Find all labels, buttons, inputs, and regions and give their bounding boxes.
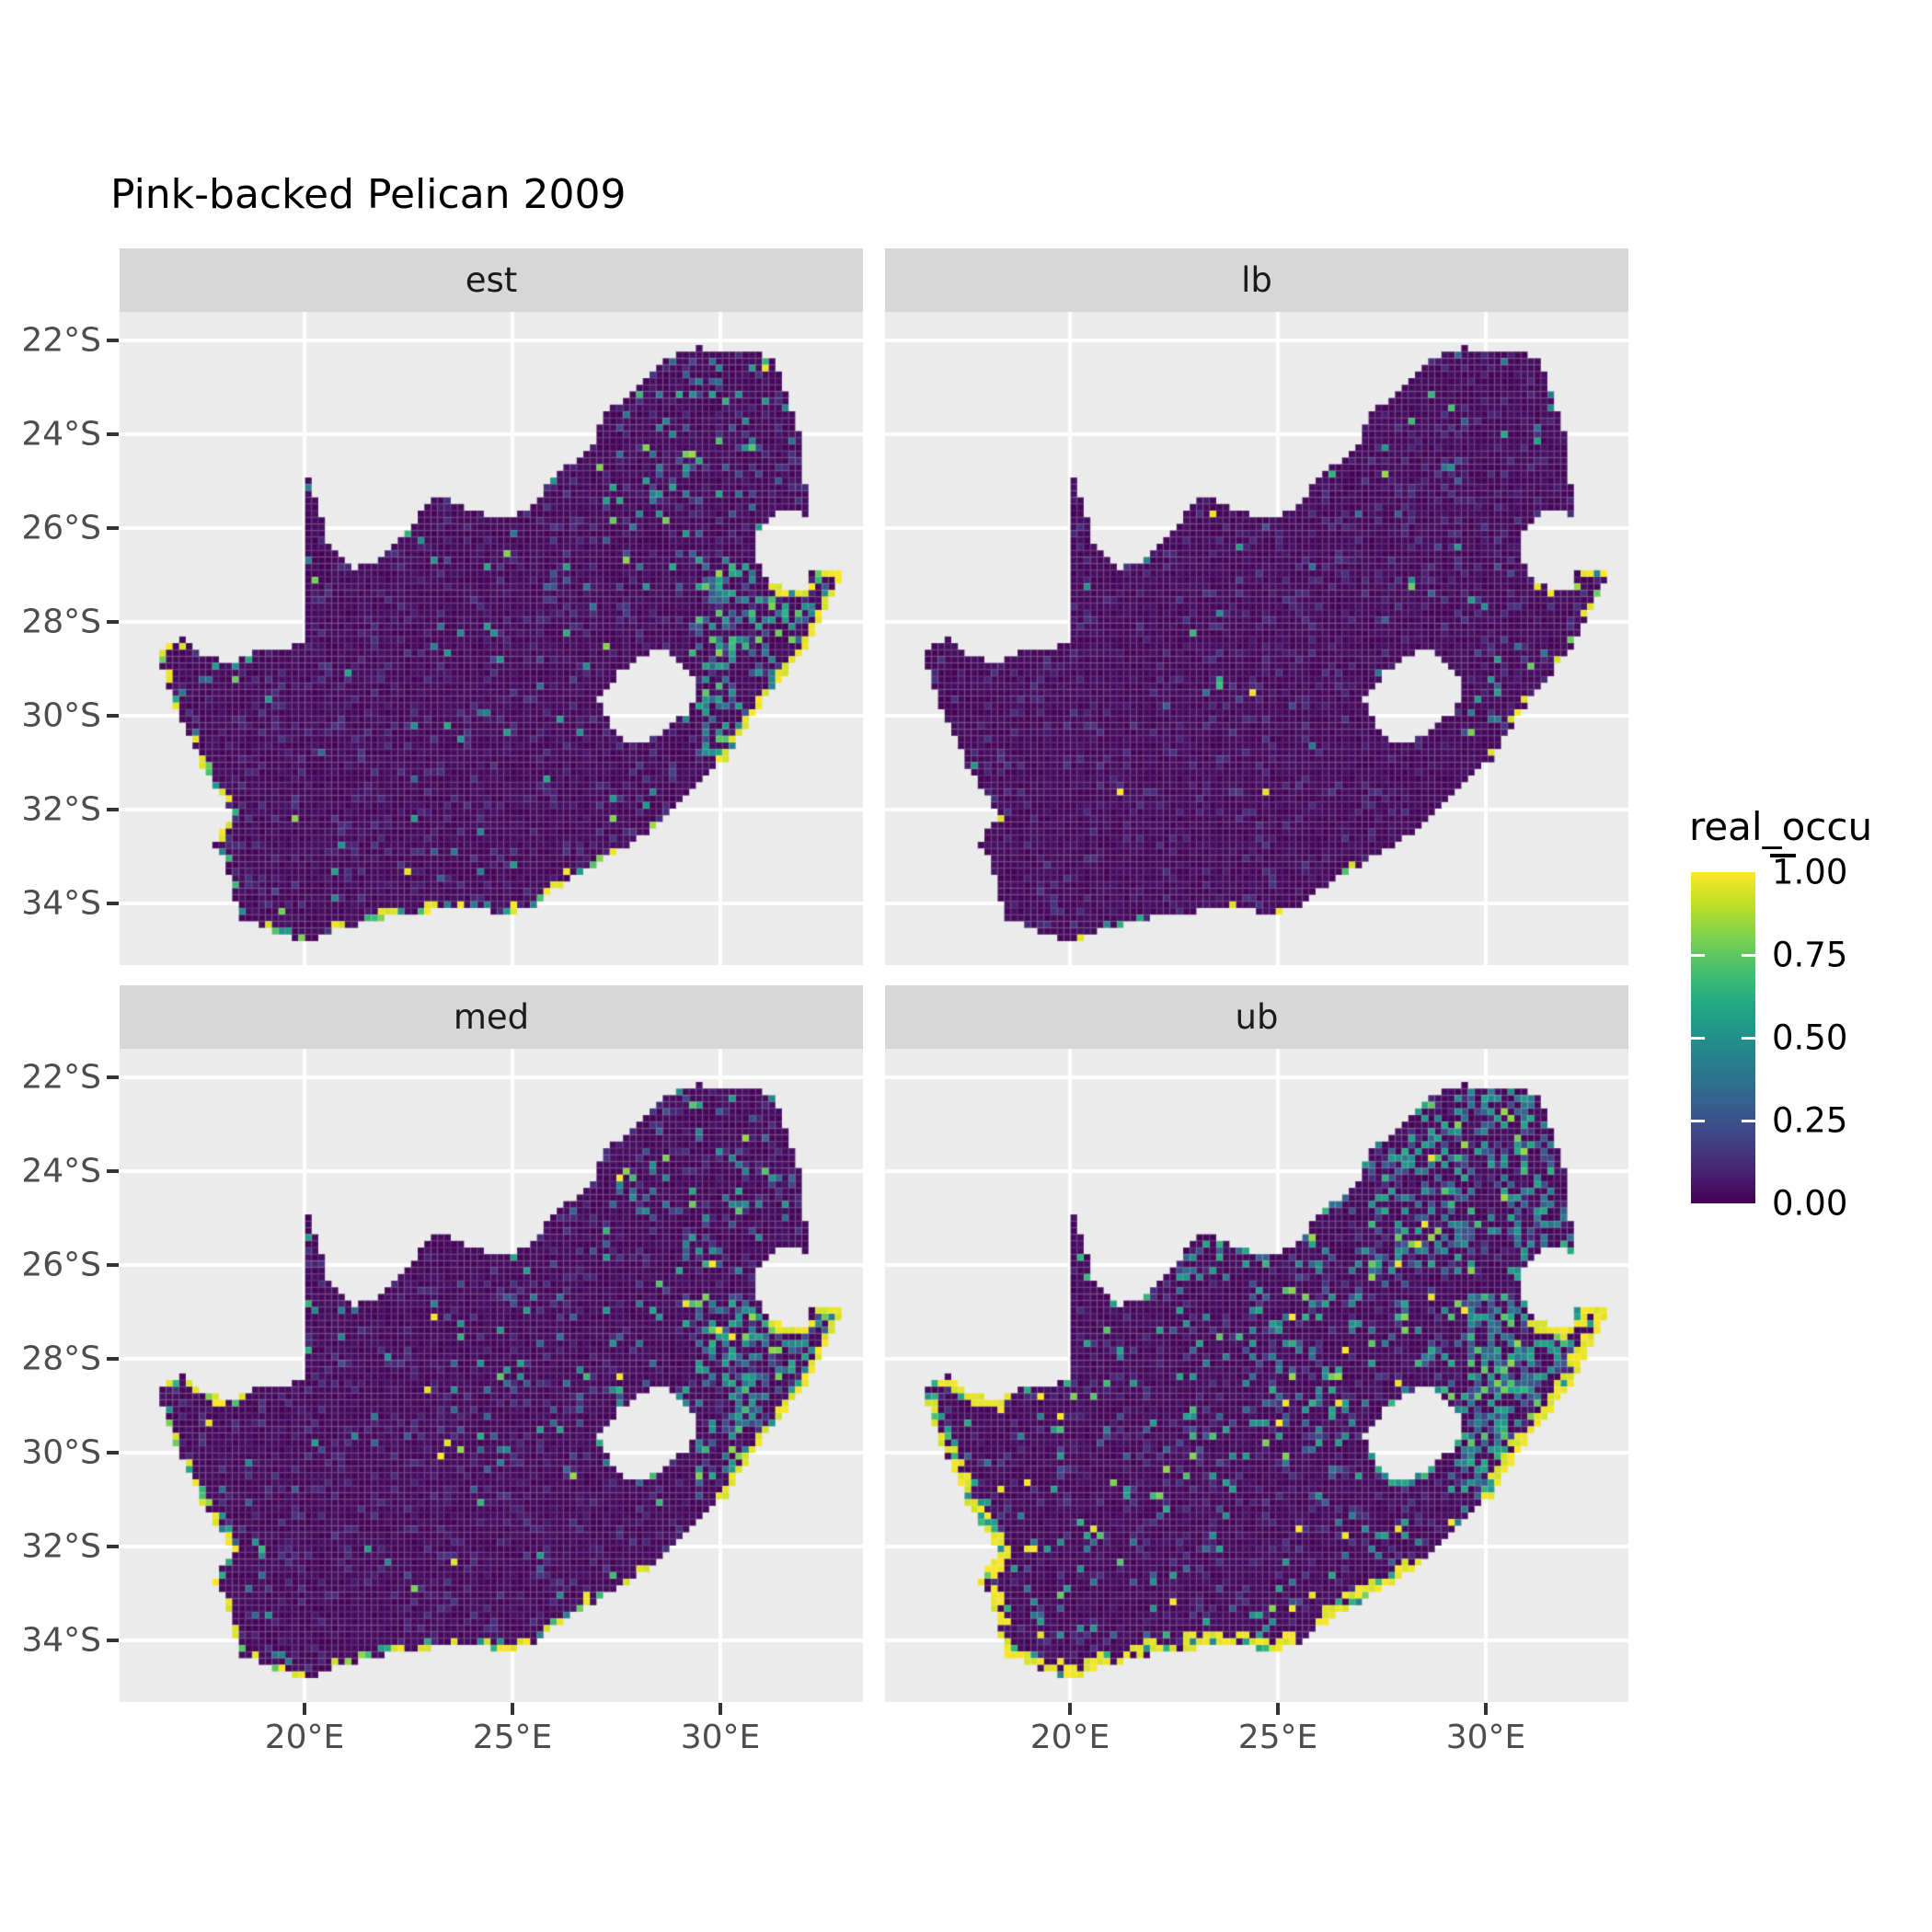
facet-map-med xyxy=(120,1049,863,1702)
x-axis-tick xyxy=(1276,1703,1280,1715)
legend-colorbar-tick xyxy=(1691,953,1705,957)
y-axis-tick xyxy=(107,1075,119,1079)
x-axis-tick xyxy=(719,1703,722,1715)
x-axis-tick xyxy=(1484,1703,1488,1715)
x-axis-tick xyxy=(511,1703,514,1715)
y-axis-label: 24°S xyxy=(21,415,101,454)
facet-strip-label-ub: ub xyxy=(1235,997,1279,1037)
legend-colorbar-tick xyxy=(1742,953,1755,957)
y-axis-label: 34°S xyxy=(21,1621,101,1660)
legend-title: real_occu xyxy=(1689,804,1873,849)
legend-label-0.50: 0.50 xyxy=(1772,1018,1848,1058)
y-axis-label: 34°S xyxy=(21,884,101,923)
y-axis-label: 32°S xyxy=(21,1527,101,1566)
y-axis-tick xyxy=(107,1639,119,1642)
legend-label-0.75: 0.75 xyxy=(1772,935,1848,975)
legend-label-0.25: 0.25 xyxy=(1772,1100,1848,1141)
facet-strip-lb: lb xyxy=(885,248,1628,312)
facet-strip-label-lb: lb xyxy=(1241,260,1272,300)
y-axis-label: 22°S xyxy=(21,1058,101,1097)
y-axis-tick xyxy=(107,620,119,624)
x-axis-label: 25°E xyxy=(472,1719,553,1756)
facet-strip-est: est xyxy=(120,248,863,312)
facet-strip-label-est: est xyxy=(465,260,518,300)
y-axis-label: 26°S xyxy=(21,1246,101,1284)
legend-colorbar-tick xyxy=(1742,1036,1755,1040)
y-axis-label: 30°S xyxy=(21,696,101,735)
y-axis-tick xyxy=(107,339,119,342)
y-axis-label: 24°S xyxy=(21,1152,101,1190)
facet-map-est xyxy=(120,312,863,965)
facet-strip-label-med: med xyxy=(453,997,530,1037)
facet-map-lb xyxy=(885,312,1628,965)
legend-label-1.00: 1.00 xyxy=(1772,852,1848,892)
facet-map-ub xyxy=(885,1049,1628,1702)
y-axis-label: 30°S xyxy=(21,1433,101,1472)
facet-strip-ub: ub xyxy=(885,985,1628,1049)
y-axis-tick xyxy=(107,1263,119,1267)
legend-colorbar-tick xyxy=(1691,1036,1705,1040)
y-axis-tick xyxy=(107,1357,119,1361)
x-axis-tick xyxy=(303,1703,306,1715)
y-axis-tick xyxy=(107,526,119,530)
y-axis-label: 28°S xyxy=(21,603,101,641)
plot-title: Pink-backed Pelican 2009 xyxy=(110,171,627,218)
y-axis-tick xyxy=(107,714,119,718)
x-axis-label: 30°E xyxy=(1445,1719,1526,1756)
legend-top-tick xyxy=(1770,854,1796,857)
legend-colorbar-tick xyxy=(1742,1119,1755,1122)
y-axis-label: 22°S xyxy=(21,321,101,360)
y-axis-tick xyxy=(107,1169,119,1173)
legend-colorbar-tick xyxy=(1691,1119,1705,1122)
y-axis-tick xyxy=(107,1451,119,1455)
y-axis-label: 26°S xyxy=(21,509,101,547)
x-axis-label: 20°E xyxy=(1029,1719,1110,1756)
x-axis-label: 20°E xyxy=(264,1719,345,1756)
x-axis-tick xyxy=(1068,1703,1072,1715)
y-axis-label: 28°S xyxy=(21,1340,101,1378)
x-axis-label: 30°E xyxy=(680,1719,761,1756)
facet-strip-med: med xyxy=(120,985,863,1049)
y-axis-label: 32°S xyxy=(21,790,101,829)
legend-label-0.00: 0.00 xyxy=(1772,1183,1848,1224)
y-axis-tick xyxy=(107,432,119,436)
y-axis-tick xyxy=(107,808,119,811)
y-axis-tick xyxy=(107,1545,119,1548)
y-axis-tick xyxy=(107,902,119,905)
x-axis-label: 25°E xyxy=(1237,1719,1318,1756)
